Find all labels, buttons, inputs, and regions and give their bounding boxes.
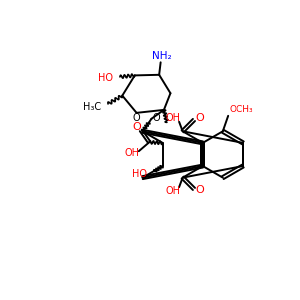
Text: O: O [152, 113, 160, 123]
Text: O: O [195, 185, 204, 195]
Text: H₃C: H₃C [83, 102, 101, 112]
Text: O: O [195, 113, 204, 124]
Text: OH: OH [125, 148, 140, 158]
Text: OH: OH [166, 113, 181, 123]
Text: OH: OH [166, 186, 181, 196]
Text: NH₂: NH₂ [152, 51, 171, 62]
Text: O: O [132, 122, 141, 132]
Text: OCH₃: OCH₃ [230, 105, 253, 114]
Text: O: O [132, 113, 140, 123]
Text: HO: HO [132, 169, 147, 179]
Text: HO: HO [98, 73, 113, 83]
